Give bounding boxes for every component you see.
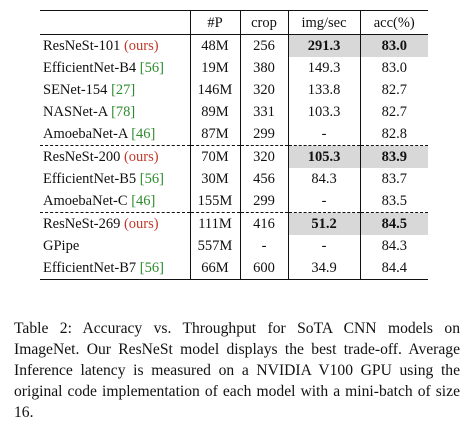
model-name: AmoebaNet-A bbox=[43, 126, 128, 142]
accuracy-cell: 82.7 bbox=[359, 79, 428, 101]
table-row: AmoebaNet-C [46] 155M 299-83.5 bbox=[40, 190, 428, 213]
accuracy-cell: 83.0 bbox=[359, 34, 428, 57]
model-name-cell: EfficientNet-B7 [56] bbox=[40, 257, 190, 280]
results-table: #P crop img/sec acc(%) ResNeSt-101 (ours… bbox=[40, 10, 428, 280]
citation-link[interactable]: [27] bbox=[111, 82, 136, 98]
accuracy-cell: 83.9 bbox=[359, 145, 428, 168]
citation-link[interactable]: [56] bbox=[139, 260, 164, 276]
crop-cell: 456 bbox=[239, 168, 288, 190]
ours-tag: (ours) bbox=[123, 149, 159, 165]
img-sec-cell: 133.8 bbox=[287, 79, 360, 101]
params-cell: 66M bbox=[189, 257, 240, 280]
img-sec-cell: 84.3 bbox=[287, 168, 360, 190]
model-name-cell: ResNeSt-269 (ours) bbox=[40, 212, 190, 235]
crop-cell: 320 bbox=[239, 145, 288, 168]
model-name-cell: EfficientNet-B4 [56] bbox=[40, 57, 190, 79]
table-row: AmoebaNet-A [46] 87M 299-82.8 bbox=[40, 123, 428, 146]
params-cell: 87M bbox=[189, 123, 240, 146]
table-row: ResNeSt-101 (ours) 48M 256 291.3 83.0 bbox=[40, 34, 428, 58]
table-row: SENet-154 [27] 146M 320 133.8 82.7 bbox=[40, 79, 428, 101]
crop-cell: 380 bbox=[239, 57, 288, 79]
table-row: EfficientNet-B4 [56] 19M 380 149.3 83.0 bbox=[40, 57, 428, 79]
accuracy-cell: 84.5 bbox=[359, 212, 428, 235]
params-cell: 48M bbox=[189, 34, 240, 57]
model-name: EfficientNet-B4 bbox=[43, 60, 137, 76]
model-name-cell: ResNeSt-200 (ours) bbox=[40, 145, 190, 168]
crop-cell: 600 bbox=[239, 257, 288, 280]
crop-cell: 299 bbox=[239, 123, 288, 146]
table-caption: Table 2: Accuracy vs. Throughput for SoT… bbox=[14, 320, 460, 421]
img-sec-cell: 34.9 bbox=[287, 257, 360, 280]
model-name-cell: AmoebaNet-A [46] bbox=[40, 123, 190, 146]
model-name: SENet-154 bbox=[43, 82, 108, 98]
results-table-container: #P crop img/sec acc(%) ResNeSt-101 (ours… bbox=[40, 10, 428, 280]
ours-tag: (ours) bbox=[123, 38, 159, 54]
model-name: ResNeSt-101 bbox=[43, 38, 121, 54]
img-sec-cell: 291.3 bbox=[287, 34, 360, 57]
params-cell: 557M bbox=[189, 235, 240, 257]
params-cell: 19M bbox=[189, 57, 240, 79]
header-crop: crop bbox=[239, 10, 288, 35]
table-row: EfficientNet-B7 [56] 66M 600 34.9 84.4 bbox=[40, 257, 428, 280]
accuracy-cell: 82.7 bbox=[359, 101, 428, 123]
params-cell: 146M bbox=[189, 79, 240, 101]
model-name-cell: SENet-154 [27] bbox=[40, 79, 190, 101]
model-name-cell: AmoebaNet-C [46] bbox=[40, 190, 190, 213]
accuracy-cell: 82.8 bbox=[359, 123, 428, 146]
citation-link[interactable]: [46] bbox=[131, 126, 156, 142]
citation-link[interactable]: [46] bbox=[131, 193, 156, 209]
img-sec-cell: - bbox=[287, 123, 360, 146]
params-cell: 155M bbox=[189, 190, 240, 213]
accuracy-cell: 84.3 bbox=[359, 235, 428, 257]
model-name-cell: EfficientNet-B5 [56] bbox=[40, 168, 190, 190]
model-name: EfficientNet-B7 bbox=[43, 260, 137, 276]
citation-link[interactable]: [56] bbox=[139, 171, 164, 187]
table-row: ResNeSt-200 (ours) 70M 320 105.3 83.9 bbox=[40, 145, 428, 168]
model-name: ResNeSt-269 bbox=[43, 216, 121, 232]
model-name: ResNeSt-200 bbox=[43, 149, 121, 165]
accuracy-cell: 83.7 bbox=[359, 168, 428, 190]
model-name: AmoebaNet-C bbox=[43, 193, 128, 209]
ours-tag: (ours) bbox=[123, 216, 159, 232]
table-body: ResNeSt-101 (ours) 48M 256 291.3 83.0 Efficie… bbox=[40, 34, 428, 280]
img-sec-cell: 105.3 bbox=[287, 145, 360, 168]
header-img-sec: img/sec bbox=[287, 10, 360, 35]
crop-cell: 299 bbox=[239, 190, 288, 213]
img-sec-cell: - bbox=[287, 190, 360, 213]
model-name: GPipe bbox=[43, 238, 80, 254]
table-header-row: #P crop img/sec acc(%) bbox=[40, 10, 428, 35]
img-sec-cell: 51.2 bbox=[287, 212, 360, 235]
citation-link[interactable]: [78] bbox=[111, 104, 136, 120]
model-name-cell: ResNeSt-101 (ours) bbox=[40, 35, 190, 58]
crop-cell: - bbox=[239, 235, 288, 257]
table-row: ResNeSt-269 (ours) 111M 416 51.2 84.5 bbox=[40, 212, 428, 235]
params-cell: 111M bbox=[189, 212, 240, 235]
img-sec-cell: - bbox=[287, 235, 360, 257]
table-row: GPipe 557M - -84.3 bbox=[40, 235, 428, 257]
table-row: EfficientNet-B5 [56] 30M 456 84.3 83.7 bbox=[40, 168, 428, 190]
model-name-cell: NASNet-A [78] bbox=[40, 101, 190, 123]
model-name: NASNet-A bbox=[43, 104, 108, 120]
header-model bbox=[40, 11, 190, 35]
header-params: #P bbox=[189, 10, 240, 35]
model-name-cell: GPipe bbox=[40, 235, 190, 257]
params-cell: 30M bbox=[189, 168, 240, 190]
crop-cell: 256 bbox=[239, 34, 288, 57]
accuracy-cell: 83.0 bbox=[359, 57, 428, 79]
table-row: NASNet-A [78] 89M 331 103.3 82.7 bbox=[40, 101, 428, 123]
crop-cell: 416 bbox=[239, 212, 288, 235]
img-sec-cell: 149.3 bbox=[287, 57, 360, 79]
model-name: EfficientNet-B5 bbox=[43, 171, 137, 187]
params-cell: 89M bbox=[189, 101, 240, 123]
accuracy-cell: 84.4 bbox=[359, 257, 428, 280]
crop-cell: 331 bbox=[239, 101, 288, 123]
citation-link[interactable]: [56] bbox=[139, 60, 164, 76]
crop-cell: 320 bbox=[239, 79, 288, 101]
accuracy-cell: 83.5 bbox=[359, 190, 428, 213]
img-sec-cell: 103.3 bbox=[287, 101, 360, 123]
params-cell: 70M bbox=[189, 145, 240, 168]
header-accuracy: acc(%) bbox=[359, 10, 428, 35]
